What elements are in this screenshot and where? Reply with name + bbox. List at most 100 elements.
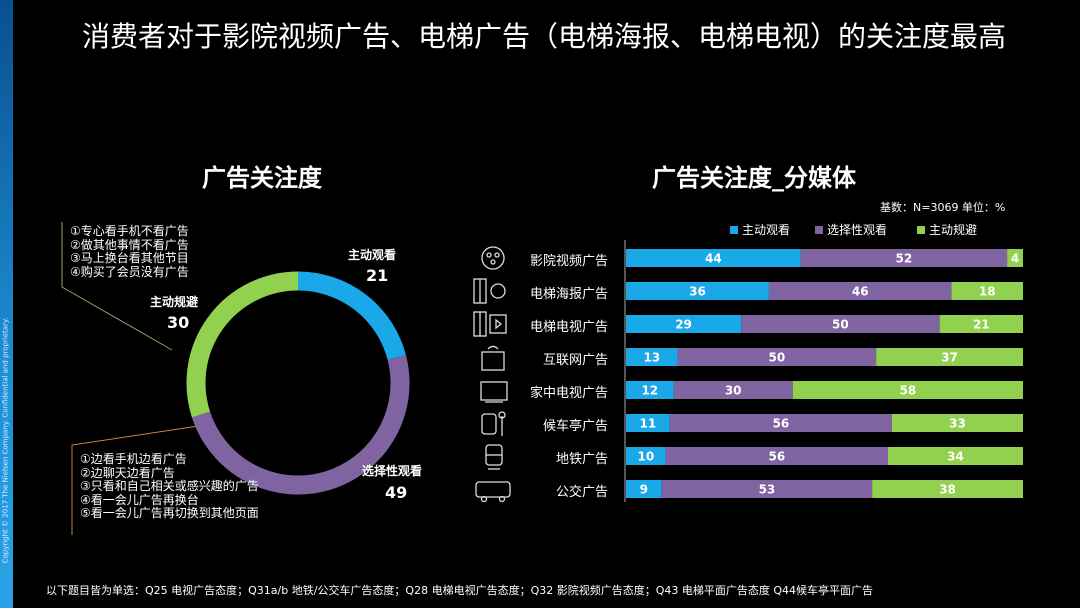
note-line: ③只看和自己相关或感兴趣的广告 [80, 479, 259, 493]
donut-value-avoid: 30 [167, 313, 190, 332]
legend-label: 主动规避 [929, 223, 978, 237]
data-label: 21 [973, 318, 990, 332]
bar-segment [876, 348, 1023, 366]
note-line: ④看一会儿广告再换台 [80, 492, 199, 507]
data-label: 53 [759, 483, 776, 497]
internet-icon [481, 345, 505, 371]
callout-line [61, 222, 173, 351]
data-label: 12 [641, 384, 658, 398]
selective-notes: ①边看手机边看广告 ②边聊天边看广告 ③只看和自己相关或感兴趣的广告 ④看一会儿… [80, 452, 259, 521]
callout-line [71, 424, 206, 535]
bar-segment [1007, 249, 1023, 267]
donut-label-selective: 选择性观看 [362, 464, 423, 478]
donut-slice [186, 271, 299, 418]
bar-segment [626, 447, 666, 465]
data-label: 29 [675, 318, 692, 332]
bus-stop-icon [481, 411, 506, 436]
data-label: 52 [896, 252, 913, 266]
data-label: 33 [949, 417, 966, 431]
bar-segment [741, 315, 940, 333]
category-label: 地铁广告 [555, 452, 608, 467]
data-label: 34 [947, 450, 964, 464]
bar-segment [951, 282, 1023, 300]
category-label: 电梯电视广告 [529, 320, 608, 335]
chart-meta: 基数：N=3069 单位：% [880, 201, 1006, 214]
note-line: ④购买了会员没有广告 [70, 264, 189, 279]
bar-segment [677, 348, 877, 366]
donut-slice [191, 355, 410, 495]
data-label: 38 [939, 483, 956, 497]
bar-segment [673, 381, 793, 399]
note-line: ⑤看一会儿广告再切换到其他页面 [80, 506, 259, 520]
data-label: 44 [705, 252, 722, 266]
category-label: 候车亭广告 [542, 419, 608, 434]
category-label: 公交广告 [555, 485, 608, 500]
data-label: 56 [772, 417, 789, 431]
note-line: ②边聊天边看广告 [80, 465, 175, 480]
brand-side-bar: Copyright © 2017 The Nielsen Company. Co… [0, 0, 13, 608]
bar-segment [626, 414, 670, 432]
note-line: ③马上换台看其他节目 [70, 251, 189, 265]
note-line: ②做其他事情不看广告 [70, 237, 189, 252]
slide-title: 消费者对于影院视频广告、电梯广告（电梯海报、电梯电视）的关注度最高 [82, 20, 1007, 53]
donut-title: 广告关注度 [202, 164, 322, 192]
bar-segment [800, 249, 1008, 267]
bus-icon [475, 481, 511, 503]
bar-segment [626, 315, 742, 333]
category-label: 电梯海报广告 [529, 287, 608, 302]
category-label: 家中电视广告 [529, 386, 608, 401]
tv-icon [480, 381, 508, 403]
bar-segment [626, 282, 769, 300]
note-line: ①专心看手机不看广告 [70, 224, 189, 238]
data-label: 13 [643, 351, 660, 365]
bar-segment [768, 282, 952, 300]
bar-segment [661, 480, 873, 498]
film-reel-icon [481, 246, 505, 270]
legend-swatch [815, 225, 823, 234]
bar-segment [626, 381, 674, 399]
data-label: 9 [640, 483, 648, 497]
data-label: 56 [769, 450, 786, 464]
category-label: 影院视频广告 [529, 254, 608, 269]
legend-item-active: 主动观看 [730, 221, 790, 238]
donut-value-active: 21 [366, 266, 389, 285]
elevator-tv-icon [473, 311, 507, 337]
legend-swatch [730, 225, 738, 234]
bar-segment [626, 249, 801, 267]
legend-item-avoid: 主动规避 [917, 221, 977, 238]
bar-segment [669, 414, 892, 432]
legend-item-selective: 选择性观看 [815, 221, 887, 238]
data-label: 30 [725, 384, 742, 398]
legend-swatch [917, 225, 925, 234]
donut-slice [297, 271, 406, 361]
bar-segment [792, 381, 1023, 399]
subway-icon [485, 444, 503, 470]
donut-label-avoid: 主动规避 [150, 295, 199, 309]
note-line: ①边看手机边看广告 [80, 452, 187, 466]
data-label: 36 [689, 285, 706, 299]
legend-label: 主动观看 [742, 223, 791, 237]
elevator-poster-icon [473, 278, 506, 304]
data-label: 58 [900, 384, 917, 398]
bar-segment [891, 414, 1023, 432]
bar-segment [939, 315, 1023, 333]
donut-label-active: 主动观看 [348, 248, 397, 262]
bar-segment [626, 348, 678, 366]
avoid-notes: ①专心看手机不看广告 ②做其他事情不看广告 ③马上换台看其他节目 ④购买了会员没… [70, 224, 189, 279]
data-label: 50 [832, 318, 849, 332]
data-label: 4 [1011, 252, 1019, 266]
bar-segment [888, 447, 1023, 465]
data-label: 37 [941, 351, 958, 365]
category-label: 互联网广告 [542, 353, 608, 368]
bar-segment [665, 447, 889, 465]
data-label: 18 [979, 285, 996, 299]
data-label: 11 [639, 417, 656, 431]
bar-chart-title: 广告关注度_分媒体 [652, 164, 856, 192]
bar-segment [872, 480, 1023, 498]
data-label: 46 [852, 285, 869, 299]
data-label: 50 [769, 351, 786, 365]
data-label: 10 [637, 450, 654, 464]
bar-segment [626, 480, 662, 498]
legend-label: 选择性观看 [827, 223, 888, 237]
